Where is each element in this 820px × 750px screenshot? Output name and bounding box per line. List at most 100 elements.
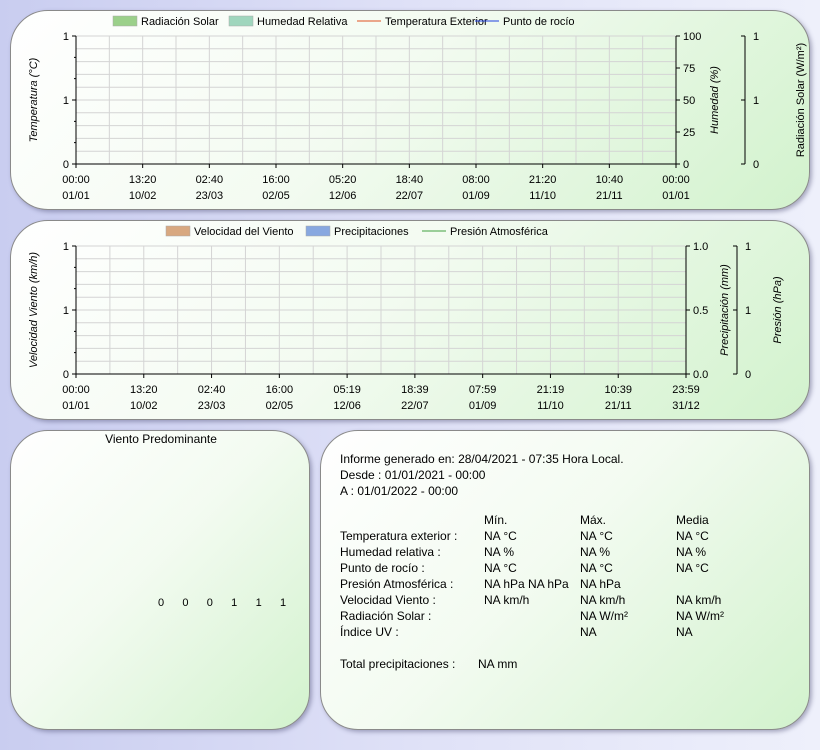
table-row: Radiación Solar : NA W/m² NA W/m²: [340, 608, 756, 624]
wind-label: 1: [231, 597, 238, 609]
header-max: Máx.: [580, 513, 607, 527]
legend-area-swatch: [112, 15, 138, 27]
y-tick-label-right2: 1: [745, 241, 751, 253]
wind-rain-pressure-chart: 1 1 0 1.0 0.5 0.0 1 1 0 00:00 01/01 13:20 10/02 02:40…: [28, 225, 784, 412]
row-min: NA hPa NA hPa: [484, 577, 569, 591]
legend-label: Velocidad del Viento: [194, 226, 294, 238]
header-min: Mín.: [484, 513, 508, 527]
x-tick-label-date: 10/02: [130, 400, 158, 412]
row-avg: NA W/m²: [676, 609, 724, 623]
x-tick-label-time: 23:59: [672, 384, 700, 396]
x-tick-label-date: 01/01: [62, 190, 90, 202]
row-max: NA %: [580, 545, 611, 559]
x-tick-label-date: 12/06: [333, 400, 361, 412]
row-label: Humedad relativa :: [340, 545, 441, 559]
x-tick-label-time: 21:20: [529, 174, 557, 186]
rain-label: Total precipitaciones :: [340, 657, 456, 671]
x-tick-label-time: 08:00: [462, 174, 490, 186]
legend-area-swatch: [165, 225, 191, 237]
y-tick-label-right: 0.0: [693, 369, 708, 381]
weather-chart-panel: 1 1 0 100 75 50 25 0 1 1 0 00:00 01/01 13:20 10/02 02:4…: [10, 10, 810, 210]
row-avg: NA km/h: [676, 593, 722, 607]
row-avg: NA °C: [676, 561, 709, 575]
row-label: Índice UV :: [340, 625, 399, 639]
wind-label: 0: [182, 597, 189, 609]
x-tick-label-time: 16:00: [262, 174, 290, 186]
legend-label: Temperatura Exterior: [385, 16, 488, 28]
legend-label: Punto de rocío: [503, 16, 575, 28]
row-label: Presión Atmosférica :: [340, 577, 454, 591]
row-avg: NA: [676, 625, 693, 639]
y-tick-label-right: 0.5: [693, 305, 708, 317]
table-row: Punto de rocío : NA °C NA °C NA °C: [340, 560, 756, 576]
legend-area-swatch: [228, 15, 254, 27]
row-label: Radiación Solar :: [340, 609, 432, 623]
y-tick-label-left: 0: [63, 159, 69, 171]
row-max: NA °C: [580, 529, 613, 543]
legend-label: Presión Atmosférica: [450, 226, 549, 238]
row-max: NA: [580, 625, 597, 639]
y-tick-label-right: 25: [683, 127, 695, 139]
wind-rose-title: Viento Predominante: [105, 432, 217, 446]
y-tick-label-right: 1.0: [693, 241, 708, 253]
table-row: Velocidad Viento : NA km/h NA km/h NA km…: [340, 592, 756, 608]
row-max: NA hPa: [580, 577, 621, 591]
wind-label: 1: [255, 597, 262, 609]
wind-rose-panel: Viento Predominante 0 0 0 1 1 1: [10, 430, 310, 730]
y-tick-label-left: 1: [63, 305, 69, 317]
total-rain: Total precipitaciones : NA mm: [340, 656, 756, 672]
legend-label: Radiación Solar: [141, 16, 219, 28]
x-tick-label-time: 05:20: [329, 174, 357, 186]
report-from: Desde : 01/01/2021 - 00:00: [340, 468, 486, 482]
row-min: NA km/h: [484, 593, 530, 607]
x-tick-label-time: 02:40: [196, 174, 224, 186]
report-summary: Informe generado en: 28/04/2021 - 07:35 …: [340, 451, 756, 672]
y-axis-label-right: Humedad (%): [709, 66, 721, 134]
report-generated: Informe generado en: 28/04/2021 - 07:35 …: [340, 452, 624, 466]
table-row: Presión Atmosférica : NA hPa NA hPa NA h…: [340, 576, 756, 592]
x-tick-label-date: 01/09: [462, 190, 490, 202]
table-row: Humedad relativa : NA % NA % NA %: [340, 544, 756, 560]
x-tick-label-date: 01/01: [662, 190, 690, 202]
wind-rose-labels: 0 0 0 1 1 1: [158, 597, 304, 609]
y-axis-label-right2: Radiación Solar (W/m²): [795, 43, 807, 157]
x-tick-label-date: 22/07: [401, 400, 429, 412]
y-tick-label-right: 0: [683, 159, 689, 171]
x-tick-label-time: 13:20: [129, 174, 157, 186]
x-tick-label-date: 23/03: [198, 400, 226, 412]
y-tick-label-right2: 1: [753, 31, 759, 43]
x-tick-label-time: 00:00: [662, 174, 690, 186]
table-row: Índice UV : NA NA: [340, 624, 756, 640]
row-max: NA W/m²: [580, 609, 628, 623]
row-min: [484, 608, 580, 624]
y-tick-label-right2: 1: [745, 305, 751, 317]
y-tick-label-right: 50: [683, 95, 695, 107]
header-avg: Media: [676, 513, 709, 527]
legend-label: Precipitaciones: [334, 226, 409, 238]
row-max: NA km/h: [580, 593, 626, 607]
x-tick-label-date: 01/01: [62, 400, 90, 412]
x-tick-label-date: 21/11: [596, 190, 623, 202]
x-tick-label-date: 11/10: [537, 400, 564, 412]
x-tick-label-time: 16:00: [266, 384, 294, 396]
y-axis-label-left: Velocidad Viento (km/h): [28, 252, 40, 369]
stats-table: Mín. Máx. Media Temperatura exterior : N…: [340, 512, 756, 640]
x-tick-label-date: 01/09: [469, 400, 497, 412]
row-max: NA °C: [580, 561, 613, 575]
row-label: Punto de rocío :: [340, 561, 425, 575]
wind-label: 0: [158, 597, 165, 609]
x-tick-label-date: 10/02: [129, 190, 157, 202]
y-tick-label-right: 100: [683, 31, 701, 43]
row-min: [484, 624, 580, 640]
x-tick-label-date: 22/07: [396, 190, 424, 202]
stats-header-row: Mín. Máx. Media: [340, 512, 756, 528]
x-tick-label-date: 12/06: [329, 190, 357, 202]
legend-label: Humedad Relativa: [257, 16, 348, 28]
wind-label: 0: [206, 597, 213, 609]
x-tick-label-time: 00:00: [62, 384, 90, 396]
x-tick-label-time: 02:40: [198, 384, 226, 396]
x-tick-label-time: 07:59: [469, 384, 497, 396]
x-tick-label-date: 02/05: [266, 400, 294, 412]
table-row: Temperatura exterior : NA °C NA °C NA °C: [340, 528, 756, 544]
x-tick-label-date: 02/05: [262, 190, 290, 202]
